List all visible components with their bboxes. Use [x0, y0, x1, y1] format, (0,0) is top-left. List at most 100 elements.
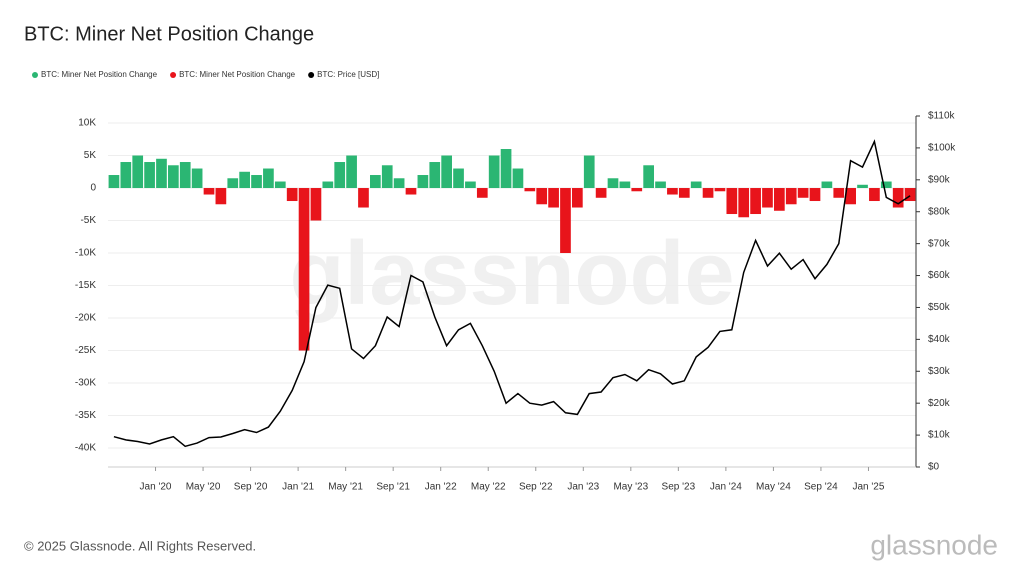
bar — [203, 188, 215, 195]
bar — [750, 188, 761, 215]
bar — [286, 188, 298, 202]
legend-label: BTC: Miner Net Position Change — [41, 70, 158, 79]
y-tick-label: 0 — [90, 183, 96, 194]
bar — [488, 155, 500, 189]
bar — [738, 188, 750, 218]
bar — [310, 188, 322, 221]
x-tick-label: Jan '24 — [710, 482, 742, 493]
bar — [880, 181, 892, 189]
bar — [346, 155, 357, 189]
bar — [322, 181, 334, 189]
bar — [215, 188, 227, 205]
bar — [334, 162, 346, 189]
bar — [595, 188, 607, 198]
bar — [358, 188, 369, 208]
bar — [714, 188, 726, 192]
bar — [179, 162, 191, 189]
bar — [120, 162, 132, 189]
x-tick-label: Jan '22 — [425, 482, 457, 493]
bar — [548, 188, 559, 208]
bar — [393, 178, 405, 189]
y-tick-label: -10K — [75, 248, 96, 259]
y2-tick-label: $70k — [928, 238, 951, 249]
bar — [667, 188, 678, 195]
bar — [417, 175, 429, 189]
x-tick-label: Sep '24 — [804, 482, 838, 493]
bar — [572, 188, 583, 208]
bar — [892, 188, 904, 208]
bar — [797, 188, 809, 198]
bar — [500, 149, 512, 189]
bar — [678, 188, 690, 198]
y-tick-label: -20K — [75, 313, 96, 324]
bar — [381, 165, 393, 189]
y2-tick-label: $80k — [928, 206, 951, 217]
x-tick-label: May '24 — [756, 482, 791, 493]
y2-tick-label: $40k — [928, 334, 951, 345]
y2-tick-label: $110k — [928, 111, 956, 122]
bar — [168, 165, 179, 189]
y2-tick-label: $100k — [928, 143, 956, 154]
bar — [560, 188, 571, 254]
bar — [833, 188, 845, 198]
bar — [227, 178, 239, 189]
x-tick-label: Jan '20 — [140, 482, 172, 493]
y2-tick-label: $0 — [928, 462, 940, 473]
y-tick-label: -30K — [75, 378, 96, 389]
bar — [191, 168, 203, 189]
y2-tick-label: $50k — [928, 302, 951, 313]
x-tick-label: Sep '21 — [376, 482, 410, 493]
x-tick-label: May '23 — [613, 482, 648, 493]
legend-dot — [308, 72, 315, 78]
bar — [583, 155, 595, 189]
bar — [156, 158, 167, 189]
bar — [465, 181, 476, 189]
chart-title: BTC: Miner Net Position Change — [24, 23, 314, 45]
bar — [631, 188, 643, 192]
x-tick-label: Jan '21 — [282, 482, 314, 493]
watermark: glassnode — [289, 224, 734, 324]
bar — [144, 162, 155, 189]
legend-dot — [170, 72, 177, 78]
y2-tick-label: $10k — [928, 430, 951, 441]
bar — [370, 175, 381, 189]
legend-label: BTC: Miner Net Position Change — [179, 70, 296, 79]
bar — [904, 188, 916, 202]
bar — [524, 188, 536, 192]
y2-tick-label: $90k — [928, 174, 951, 185]
y-tick-label: 5K — [84, 150, 97, 161]
y2-tick-label: $60k — [928, 270, 951, 281]
x-tick-label: Jan '25 — [853, 482, 885, 493]
bar — [726, 188, 738, 215]
x-tick-label: Sep '20 — [234, 482, 268, 493]
y-tick-label: -40K — [75, 443, 96, 454]
bar — [108, 175, 120, 189]
bar — [251, 175, 262, 189]
bar — [298, 188, 310, 351]
price-line — [113, 139, 911, 448]
bar — [785, 188, 797, 205]
x-tick-label: Sep '22 — [519, 482, 553, 493]
legend-label: BTC: Price [USD] — [317, 70, 379, 79]
bar — [809, 188, 821, 202]
bar — [643, 165, 654, 189]
x-tick-label: Sep '23 — [662, 482, 696, 493]
y2-tick-label: $30k — [928, 366, 951, 377]
y-tick-label: -25K — [75, 345, 96, 356]
y-tick-label: -5K — [80, 215, 96, 226]
bar — [607, 178, 619, 189]
bar — [845, 188, 856, 205]
bar — [619, 181, 631, 189]
bar — [441, 155, 452, 189]
bar — [429, 162, 441, 189]
bar — [476, 188, 488, 198]
bar — [655, 181, 666, 189]
bar — [774, 188, 785, 211]
bar — [762, 188, 773, 208]
bar — [239, 171, 250, 189]
logo: glassnode — [870, 529, 998, 560]
y2-tick-label: $20k — [928, 398, 951, 409]
x-tick-label: May '20 — [186, 482, 221, 493]
